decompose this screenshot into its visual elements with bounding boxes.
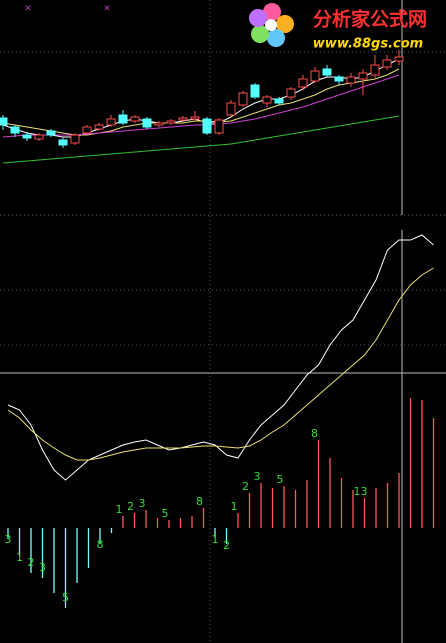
candle-body <box>202 118 212 134</box>
bar-label: 1 <box>212 533 219 546</box>
candle-body <box>58 139 68 146</box>
candle-body <box>370 64 380 76</box>
candle-body <box>286 88 296 98</box>
logo-petal <box>251 25 269 43</box>
candle-body <box>10 126 20 134</box>
candle-body <box>22 134 32 139</box>
logo: 分析家公式网 www.88gs.com <box>249 3 427 52</box>
candle-body <box>214 119 224 134</box>
candle-body <box>190 116 200 120</box>
bar-label: 13 <box>354 485 368 498</box>
candle-body <box>322 68 332 76</box>
logo-title: 分析家公式网 <box>313 8 427 31</box>
indicator-line <box>7 267 434 461</box>
logo-petal <box>276 15 294 33</box>
bar-label: 3 <box>254 470 261 483</box>
bar-label: 2 <box>28 556 35 569</box>
candle-body <box>394 56 404 62</box>
candle-body <box>238 92 248 106</box>
logo-petal <box>263 3 281 21</box>
candle-body <box>166 120 176 124</box>
candle-body <box>382 59 392 68</box>
candle-body <box>82 126 92 134</box>
candle-body <box>130 116 140 122</box>
ma-line <box>2 74 400 138</box>
candle-body <box>334 76 344 82</box>
bar-label: 3 <box>5 533 12 546</box>
ma-line <box>2 115 400 164</box>
candle-body <box>118 114 128 124</box>
candle-body <box>178 117 188 121</box>
bar-label: 5 <box>162 507 169 520</box>
candle-body <box>154 122 164 126</box>
candle-body <box>142 118 152 128</box>
bar-label: 5 <box>62 591 69 604</box>
marker: × <box>103 4 111 14</box>
candle-body <box>46 130 56 136</box>
candle-body <box>346 76 356 84</box>
bar-label: 1 <box>116 503 123 516</box>
candle-body <box>94 124 104 130</box>
candle-body <box>226 102 236 116</box>
candle-body <box>0 117 8 126</box>
logo-url: www.88gs.com <box>313 37 423 52</box>
bar-label: 1 <box>16 551 23 564</box>
indicator-line <box>7 234 434 481</box>
bar-label: 2 <box>223 539 230 552</box>
bar-label: 2 <box>127 500 134 513</box>
candle-body <box>310 70 320 82</box>
candle-body <box>70 134 80 144</box>
bar-label: 8 <box>196 495 203 508</box>
bar-label: 1 <box>231 500 238 513</box>
bar-label: 2 <box>242 480 249 493</box>
candle-body <box>34 134 44 140</box>
bar-label: 3 <box>139 497 146 510</box>
candle-body <box>358 72 368 80</box>
bar-label: 3 <box>39 561 46 574</box>
logo-center <box>265 19 277 31</box>
ma-line <box>2 68 400 136</box>
bar-label: 8 <box>311 427 318 440</box>
bar-label: 5 <box>277 473 284 486</box>
logo-petal <box>249 9 267 27</box>
candle-body <box>106 118 116 126</box>
marker: × <box>24 4 32 14</box>
bar-label: 8 <box>97 538 104 551</box>
candle-body <box>250 84 260 98</box>
logo-petal <box>267 29 285 47</box>
candle-body <box>298 78 308 88</box>
candle-body <box>262 96 272 104</box>
candle-body <box>274 98 284 104</box>
